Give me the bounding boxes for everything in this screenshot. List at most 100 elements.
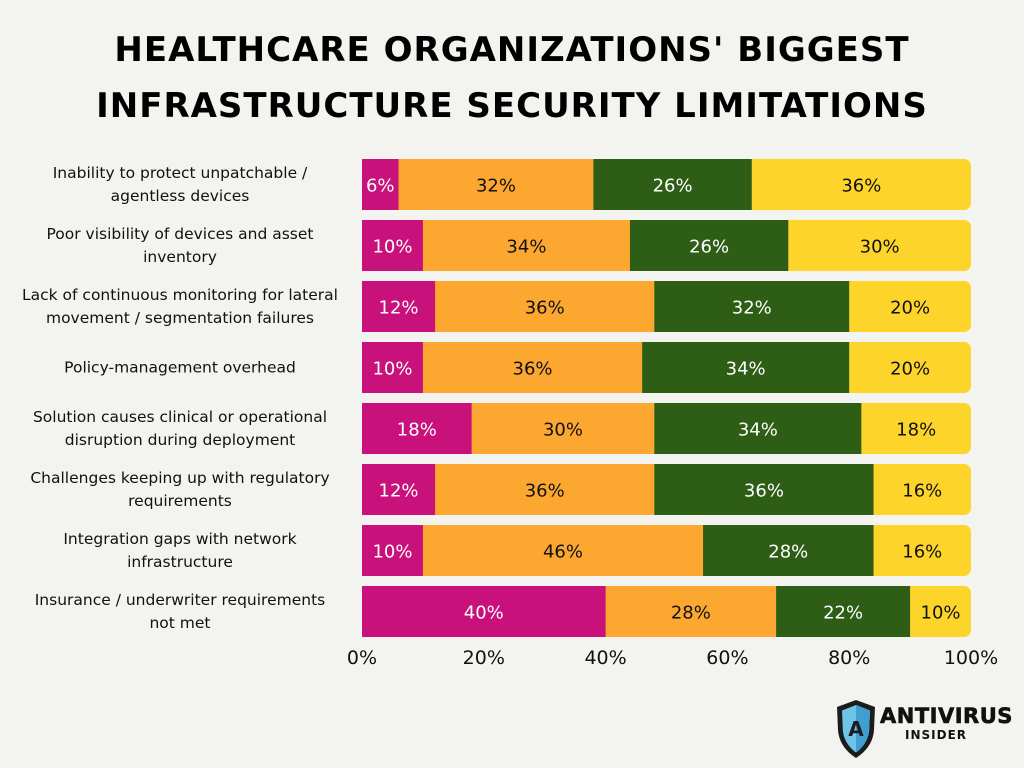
bar-row: [362, 220, 971, 271]
data-label: 6%: [366, 176, 395, 197]
bar-segment: [910, 586, 971, 637]
data-label: 12%: [379, 481, 419, 502]
data-label: 36%: [744, 481, 784, 502]
category-label: Lack of continuous monitoring for latera…: [22, 286, 338, 327]
bar-segment: [605, 586, 777, 637]
data-label: 34%: [726, 359, 766, 380]
bar-segment: [776, 586, 911, 637]
category-label-line: Insurance / underwriter requirements: [35, 591, 326, 609]
bar-segment: [398, 159, 594, 210]
bar-segment: [654, 464, 875, 515]
category-label: Solution causes clinical or operational d…: [33, 408, 327, 449]
data-label: 16%: [902, 542, 942, 563]
data-label: 32%: [476, 176, 516, 197]
logo-text-insider: INSIDER: [905, 728, 968, 742]
data-label: 32%: [732, 298, 772, 319]
bar-segment: [751, 159, 971, 210]
data-label: 36%: [513, 359, 553, 380]
category-label: Poor visibility of devices and asset inve…: [47, 225, 314, 266]
category-label-line: inventory: [143, 248, 217, 266]
x-tick-label: 80%: [828, 647, 870, 669]
data-label: 36%: [525, 298, 565, 319]
category-label-line: not met: [149, 614, 210, 632]
data-label: 40%: [464, 603, 504, 624]
data-label: 26%: [653, 176, 693, 197]
bar-segment: [422, 342, 643, 393]
bar-segment: [861, 403, 971, 454]
x-tick-label: 20%: [463, 647, 505, 669]
bar-segment: [642, 342, 850, 393]
data-label: 18%: [397, 420, 437, 441]
bar-segment: [362, 342, 424, 393]
bar-row: [362, 464, 971, 515]
category-label-line: agentless devices: [111, 187, 250, 205]
x-tick-label: 100%: [944, 647, 998, 669]
data-label: 10%: [372, 359, 412, 380]
logo-text-antivirus: ANTIVIRUS: [880, 704, 1013, 729]
bar-segment: [654, 403, 862, 454]
data-label: 16%: [902, 481, 942, 502]
data-label: 26%: [689, 237, 729, 258]
data-label: 34%: [506, 237, 546, 258]
bar-segment: [849, 281, 971, 332]
data-label: 20%: [890, 298, 930, 319]
category-label: Insurance / underwriter requirements not …: [35, 591, 326, 632]
bar-row: [362, 403, 971, 454]
data-label: 36%: [525, 481, 565, 502]
bar-segment: [435, 281, 655, 332]
bar-segment: [788, 220, 971, 271]
chart-title: HEALTHCARE ORGANIZATIONS' BIGGEST INFRAS…: [0, 22, 1024, 134]
category-label-line: Poor visibility of devices and asset: [47, 225, 314, 243]
category-label: Policy-management overhead: [64, 359, 296, 377]
data-label: 30%: [543, 420, 583, 441]
bar-row: [362, 586, 971, 637]
bar-segment: [849, 342, 971, 393]
bar-row: [362, 159, 971, 210]
category-label: Challenges keeping up with regulatory req…: [30, 469, 329, 510]
bar-segment: [362, 403, 473, 454]
bar-segment: [422, 220, 631, 271]
bar-segment: [629, 220, 789, 271]
data-label: 10%: [921, 603, 961, 624]
bar-row: [362, 525, 971, 576]
x-tick-label: 60%: [706, 647, 748, 669]
data-label: 46%: [543, 542, 583, 563]
category-label-line: Lack of continuous monitoring for latera…: [22, 286, 338, 304]
category-label-line: Integration gaps with network: [63, 530, 296, 548]
category-label-line: infrastructure: [127, 553, 233, 571]
bar-segment: [362, 525, 424, 576]
bar-segment: [471, 403, 655, 454]
data-label: 34%: [738, 420, 778, 441]
category-label-line: Challenges keeping up with regulatory: [30, 469, 329, 487]
category-label-line: requirements: [128, 492, 232, 510]
bar-segment: [703, 525, 875, 576]
category-label-line: movement / segmentation failures: [46, 309, 314, 327]
data-label: 22%: [823, 603, 863, 624]
category-label-line: Solution causes clinical or operational: [33, 408, 327, 426]
logo-shield-letter: A: [848, 717, 864, 741]
bar-segment: [654, 281, 850, 332]
data-label: 18%: [896, 420, 936, 441]
bar-segment: [362, 464, 436, 515]
bar-segment: [362, 281, 436, 332]
bar-row: [362, 342, 971, 393]
data-label: 28%: [671, 603, 711, 624]
category-label: Inability to protect unpatchable / agentl…: [53, 164, 308, 205]
bar-segment: [362, 586, 607, 637]
data-label: 10%: [372, 542, 412, 563]
bar-segment: [362, 220, 424, 271]
category-label: Integration gaps with network infrastruct…: [63, 530, 296, 571]
bar-segment: [593, 159, 753, 210]
chart-title-line-1: HEALTHCARE ORGANIZATIONS' BIGGEST: [114, 30, 910, 70]
x-tick-label: 40%: [584, 647, 626, 669]
category-label-line: Policy-management overhead: [64, 359, 296, 377]
bar-segment: [422, 525, 704, 576]
chart-title-line-2: INFRASTRUCTURE SECURITY LIMITATIONS: [96, 86, 928, 126]
data-label: 10%: [372, 237, 412, 258]
data-label: 28%: [768, 542, 808, 563]
bar-segment: [873, 525, 971, 576]
x-tick-label: 0%: [347, 647, 377, 669]
bar-segment: [362, 159, 400, 210]
category-label-line: disruption during deployment: [65, 431, 296, 449]
